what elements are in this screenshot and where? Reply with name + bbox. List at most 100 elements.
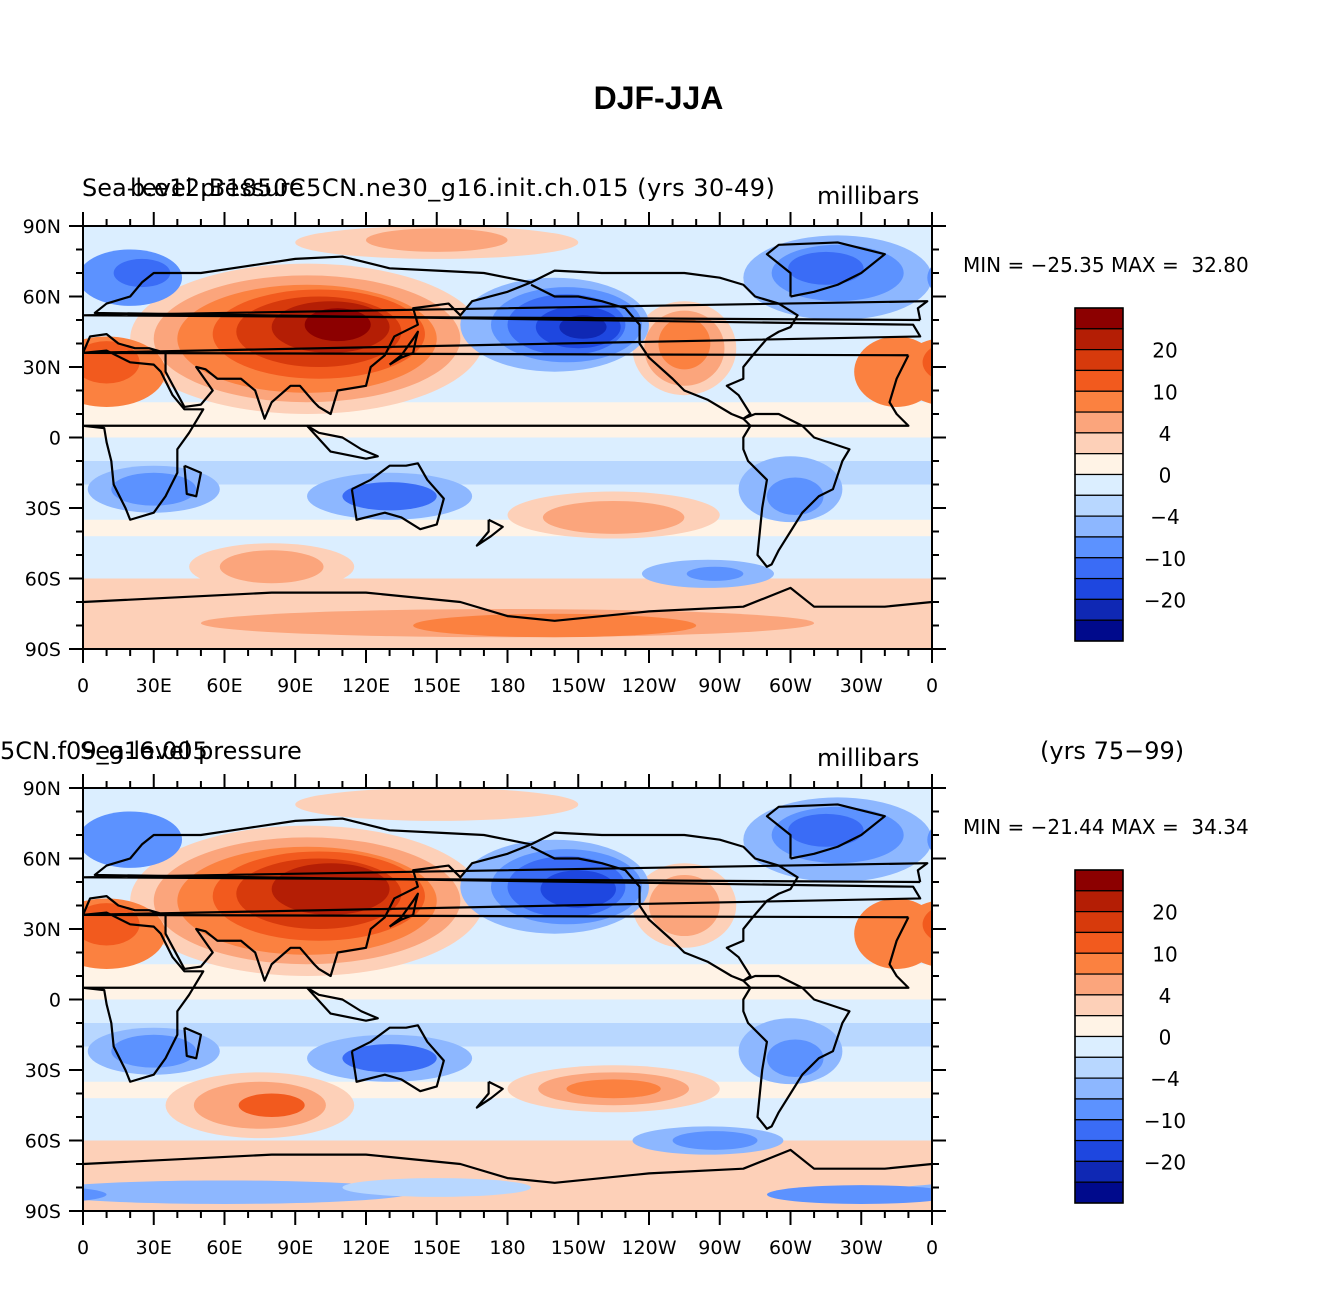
colorbar-label: 20: [1152, 339, 1177, 363]
colorbar-swatch: [1074, 432, 1124, 455]
colorbar-swatch: [1074, 619, 1124, 642]
coastline: [83, 817, 922, 982]
colorbar-swatch: [1074, 411, 1124, 434]
map-panel-top: 90N 60N 30N 0 30S 60S 90S 0 30E 60E 90E 120E 150E 180…: [23, 212, 946, 697]
lat-label: 0: [49, 428, 61, 450]
coastline: [388, 330, 419, 366]
colorbar-swatch: [1074, 1160, 1124, 1183]
lon-label: 150W: [551, 1237, 606, 1259]
contour-fill: [83, 811, 183, 868]
lat-label: 90S: [25, 1201, 61, 1223]
colorbar-swatch: [1074, 1056, 1124, 1079]
colorbar-swatch: [1074, 1015, 1124, 1038]
contour-fill: [542, 500, 685, 534]
contour-fill: [540, 870, 616, 908]
contour-fill: [113, 258, 171, 288]
coastline: [83, 911, 910, 1083]
contour-fill: [788, 251, 864, 285]
panel-bottom-left-title: Sea-level pressure: [80, 737, 302, 765]
coastline: [306, 424, 379, 460]
lon-label: 90E: [277, 675, 313, 697]
lon-label: 120W: [621, 675, 676, 697]
lon-label: 60W: [769, 675, 812, 697]
coastline: [350, 1024, 445, 1093]
lon-label: 0: [77, 675, 89, 697]
colorbar-bottom: 20 10 4 0 −4 −10 −20: [1074, 869, 1186, 1204]
contour-fill: [304, 308, 371, 342]
colorbar-top: 20 10 4 0 −4 −10 −20: [1074, 307, 1186, 642]
colorbar-label: −4: [1150, 505, 1179, 529]
colorbar-swatch: [1074, 1139, 1124, 1162]
lon-label: 90W: [698, 1237, 741, 1259]
colorbar-swatch: [1074, 911, 1124, 934]
coastline: [83, 862, 929, 884]
lat-label: 30N: [23, 357, 61, 379]
contour-fill: [658, 317, 711, 370]
contour-fill: [927, 827, 932, 852]
colorbar-frame: [1074, 307, 1124, 642]
coastline: [530, 831, 799, 982]
lon-label: 180: [489, 675, 525, 697]
colorbar-swatch: [1074, 598, 1124, 621]
colorbar-swatch: [1074, 328, 1124, 351]
contour-fill: [922, 347, 932, 378]
panel-top-units: millibars: [817, 182, 920, 210]
contour-fill: [788, 813, 864, 847]
lon-label: 30W: [840, 1237, 883, 1259]
coastline: [350, 462, 445, 531]
colorbar-swatch: [1074, 1181, 1124, 1204]
contour-fill: [342, 1178, 532, 1197]
lon-label: 30E: [136, 675, 172, 697]
contour-fill: [295, 788, 579, 821]
coastline: [83, 300, 929, 322]
lat-label: 90S: [25, 639, 61, 661]
colorbar-label: −10: [1144, 1109, 1186, 1133]
coastline: [183, 464, 203, 498]
coastline: [83, 255, 922, 420]
colorbar-label: −10: [1144, 547, 1186, 571]
lon-label: 0: [77, 1237, 89, 1259]
coastline: [765, 241, 886, 298]
lon-label: 30W: [840, 675, 883, 697]
colorbar-swatch: [1074, 869, 1124, 892]
contour-fill: [366, 228, 508, 252]
lat-label: 60N: [23, 849, 61, 871]
lat-label: 90N: [23, 216, 61, 238]
colorbar-label: 4: [1159, 422, 1172, 446]
contour-fill: [111, 1034, 197, 1068]
contour-fill: [766, 1039, 824, 1078]
lat-label: 30S: [25, 1060, 61, 1082]
colorbar-swatch: [1074, 494, 1124, 517]
contour-fill: [766, 477, 824, 516]
contour-fill: [413, 613, 697, 638]
lat-label: 30S: [25, 498, 61, 520]
colorbar-label: 10: [1152, 380, 1177, 404]
coastline: [742, 412, 851, 568]
coastline: [83, 586, 932, 622]
panel-top-case-title: b.e12.B1850C5CN.ne30_g16.init.ch.015 (yr…: [130, 174, 776, 202]
lat-label: 60S: [25, 569, 61, 591]
colorbar-label: −20: [1144, 588, 1186, 612]
contour-fill: [686, 566, 744, 581]
coastline: [388, 892, 419, 928]
field-band: [83, 402, 932, 438]
panel-top-left-title: Sea-level pressure: [82, 174, 304, 202]
lat-label: 30N: [23, 919, 61, 941]
contour-fill: [219, 550, 324, 584]
contour-fill: [922, 909, 932, 940]
lon-label: 150W: [551, 675, 606, 697]
coastline: [765, 803, 886, 860]
coastline: [530, 269, 799, 420]
coastline: [475, 1080, 504, 1109]
contour-fill: [342, 1044, 437, 1073]
colorbar-label: 10: [1152, 942, 1177, 966]
colorbar-label: −20: [1144, 1150, 1186, 1174]
colorbar-swatch: [1074, 473, 1124, 496]
lon-label: 180: [489, 1237, 525, 1259]
panel-bottom-units: millibars: [817, 744, 920, 772]
lon-label: 60E: [206, 1237, 242, 1259]
lat-label: 0: [49, 990, 61, 1012]
colorbar-label: 0: [1159, 1026, 1172, 1050]
contour-fill: [111, 472, 197, 506]
